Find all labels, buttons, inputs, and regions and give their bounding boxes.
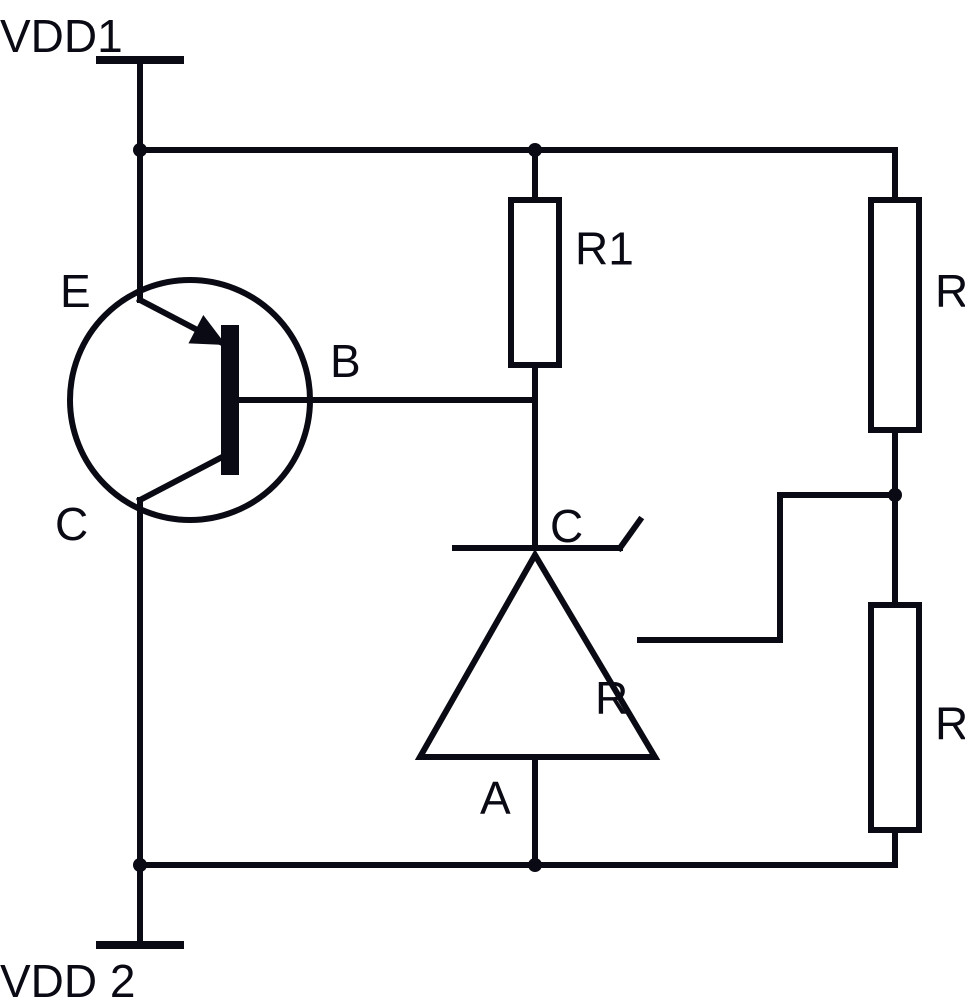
resistor-r1: [511, 200, 559, 365]
label-R2: R2: [935, 265, 965, 317]
label-B: B: [330, 335, 361, 387]
shunt-reference: [420, 555, 655, 757]
label-C-ref: C: [550, 500, 583, 552]
circuit-diagram: VDD1 E B C R1 C A R R2 R3 VDD 2: [0, 0, 965, 1000]
label-R-ref: R: [595, 672, 628, 724]
label-C-collector: C: [55, 498, 88, 550]
resistor-r3: [871, 605, 919, 830]
label-R1: R1: [575, 223, 634, 275]
resistor-r2: [871, 200, 919, 430]
vdd2-label: VDD 2: [0, 955, 135, 1000]
label-R3: R3: [935, 698, 965, 750]
label-E: E: [60, 265, 91, 317]
label-A-ref: A: [480, 772, 511, 824]
vdd1-label: VDD1: [0, 10, 123, 62]
